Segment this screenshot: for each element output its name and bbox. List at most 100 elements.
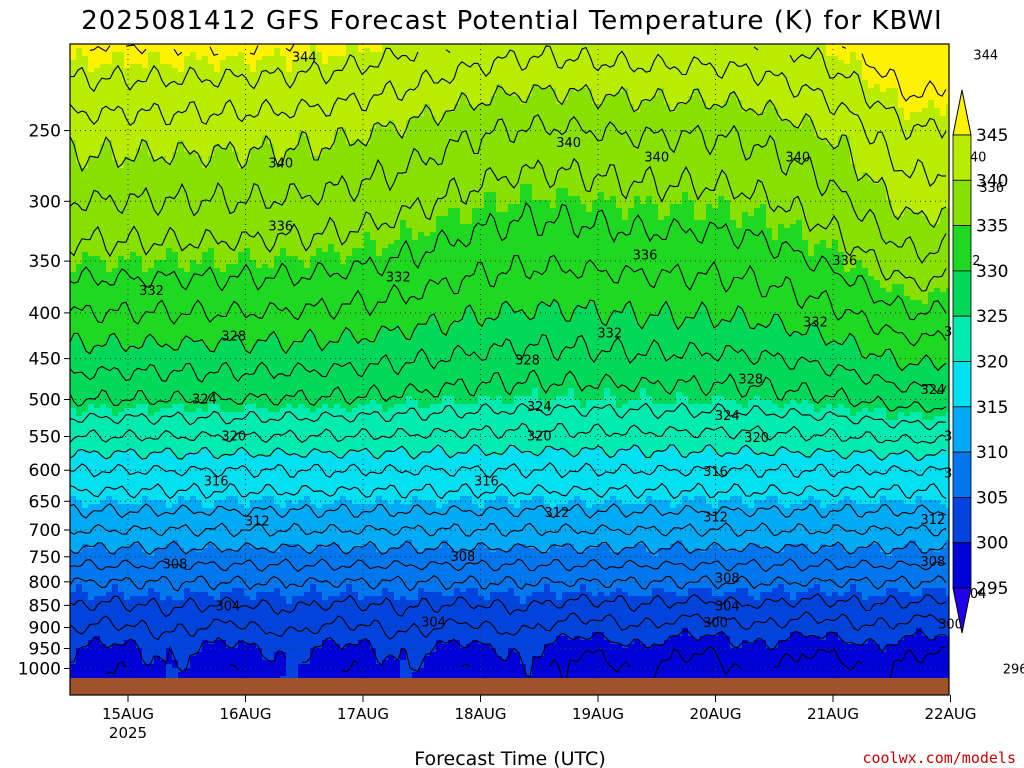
field-cell	[376, 84, 383, 89]
field-cell	[118, 76, 125, 81]
field-cell	[844, 112, 851, 117]
field-cell	[808, 76, 815, 81]
field-cell	[862, 136, 869, 141]
field-cell	[328, 140, 335, 145]
field-cell	[232, 80, 239, 85]
field-cell	[184, 60, 191, 65]
field-cell	[280, 136, 287, 141]
field-cell	[868, 44, 875, 49]
field-cell	[286, 52, 293, 57]
field-cell	[334, 112, 341, 117]
field-cell	[364, 136, 371, 141]
field-cell	[412, 112, 419, 117]
field-cell	[394, 168, 401, 173]
field-cell	[262, 140, 269, 145]
field-cell	[820, 76, 827, 81]
field-cell	[526, 124, 533, 129]
field-cell	[76, 124, 83, 129]
field-cell	[616, 104, 623, 109]
field-cell	[280, 112, 287, 117]
field-cell	[670, 88, 677, 93]
field-cell	[358, 64, 365, 69]
field-cell	[862, 148, 869, 153]
field-cell	[322, 104, 329, 109]
field-cell	[298, 52, 305, 57]
field-cell	[628, 152, 635, 157]
field-cell	[544, 100, 551, 105]
field-cell	[538, 104, 545, 109]
field-cell	[682, 60, 689, 65]
field-cell	[892, 152, 899, 157]
field-cell	[856, 64, 863, 69]
field-cell	[142, 72, 149, 77]
field-cell	[766, 112, 773, 117]
field-cell	[826, 176, 833, 181]
field-cell	[340, 56, 347, 61]
field-cell	[394, 44, 401, 49]
field-cell	[304, 172, 311, 177]
field-cell	[574, 76, 581, 81]
field-cell	[586, 124, 593, 129]
field-cell	[340, 168, 347, 173]
field-cell	[160, 152, 167, 157]
field-cell	[808, 60, 815, 65]
field-cell	[664, 148, 671, 153]
field-cell	[676, 144, 683, 149]
field-cell	[88, 100, 95, 105]
field-cell	[472, 176, 479, 181]
field-cell	[862, 112, 869, 117]
field-cell	[100, 120, 107, 125]
field-cell	[946, 152, 949, 157]
field-cell	[724, 84, 731, 89]
field-cell	[832, 96, 839, 101]
field-cell	[856, 92, 863, 97]
field-cell	[862, 76, 869, 81]
field-cell	[934, 72, 941, 77]
field-cell	[652, 136, 659, 141]
field-cell	[682, 56, 689, 61]
field-cell	[784, 132, 791, 137]
field-cell	[778, 44, 785, 49]
field-cell	[178, 164, 185, 169]
field-cell	[676, 100, 683, 105]
field-cell	[94, 104, 101, 109]
field-cell	[160, 76, 167, 81]
field-cell	[334, 164, 341, 169]
field-cell	[496, 112, 503, 117]
field-cell	[748, 108, 755, 113]
field-cell	[934, 176, 941, 181]
field-cell	[562, 168, 569, 173]
field-cell	[190, 132, 197, 137]
field-cell	[196, 80, 203, 85]
field-cell	[208, 44, 215, 49]
field-cell	[586, 144, 593, 149]
field-cell	[178, 96, 185, 101]
field-cell	[256, 156, 263, 161]
field-cell	[502, 148, 509, 153]
field-cell	[568, 144, 575, 149]
field-cell	[304, 48, 311, 53]
field-cell	[232, 72, 239, 77]
field-cell	[568, 100, 575, 105]
field-cell	[838, 164, 845, 169]
field-cell	[346, 52, 353, 57]
field-cell	[226, 92, 233, 97]
field-cell	[910, 152, 917, 157]
field-cell	[766, 144, 773, 149]
field-cell	[286, 176, 293, 181]
field-cell	[202, 80, 209, 85]
field-cell	[346, 120, 353, 125]
field-cell	[652, 100, 659, 105]
field-cell	[280, 100, 287, 105]
field-cell	[352, 132, 359, 137]
field-cell	[514, 96, 521, 101]
field-cell	[364, 164, 371, 169]
field-cell	[616, 56, 623, 61]
field-cell	[592, 120, 599, 125]
field-cell	[682, 156, 689, 161]
field-cell	[334, 52, 341, 57]
field-cell	[820, 52, 827, 57]
field-cell	[658, 124, 665, 129]
field-cell	[802, 120, 809, 125]
field-cell	[478, 120, 485, 125]
